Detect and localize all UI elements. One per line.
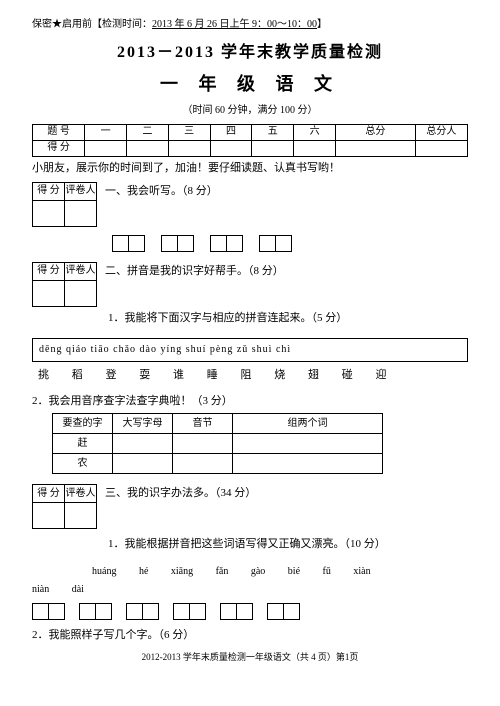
box-group — [161, 235, 194, 252]
lookup-char: 赶 — [53, 434, 113, 454]
blank-cell — [233, 434, 383, 454]
q3-answer-boxes — [32, 603, 468, 620]
box-group — [79, 603, 112, 620]
q2b-title: 2．我会用音序查字法查字典啦！（3 分） — [32, 394, 468, 409]
q2-sub1: 1．我能将下面汉字与相应的拼音连起来。（5 分） — [108, 311, 468, 326]
box-group — [173, 603, 206, 620]
main-title: 2013－2013 学年末教学质量检测 — [32, 42, 468, 64]
page-footer: 2012-2013 学年末质量检测一年级语文（共 4 页）第1页 — [32, 651, 468, 664]
lookup-table: 要查的字 大写字母 音节 组两个词 赶 农 — [52, 413, 383, 474]
hdr-cell: 五 — [252, 124, 294, 140]
hdr-cell: 总分 — [335, 124, 415, 140]
score-header-table: 题 号 一 二 三 四 五 六 总分 总分人 得 分 — [32, 124, 468, 157]
blank-cell — [294, 140, 336, 156]
scorebox-label: 得 分 — [33, 485, 65, 503]
blank-cell — [173, 434, 233, 454]
q3-sub1: 1．我能根据拼音把这些词语写得又正确又漂亮。（10 分） — [108, 537, 468, 552]
timing-line: （时间 60 分钟，满分 100 分） — [32, 104, 468, 118]
q1-title: 一、我会听写。（8 分） — [32, 182, 468, 199]
hdr-cell: 题 号 — [33, 124, 85, 140]
q1-answer-boxes — [112, 235, 468, 252]
q3-pinyin-2: niàn dài — [32, 583, 468, 597]
blank-cell — [85, 140, 127, 156]
blank-cell — [335, 140, 415, 156]
hdr-cell: 四 — [210, 124, 252, 140]
q3-sub2: 2．我能照样子写几个字。（6 分） — [32, 628, 468, 643]
q2-hanzi-row: 挑 稻 登 耍 谁 睡 阻 烧 翅 碰 迎 — [38, 368, 468, 383]
blank-cell — [33, 280, 65, 306]
score-box-1: 得 分评卷人 — [32, 182, 97, 227]
sub-title: 一 年 级 语 文 — [32, 72, 468, 97]
hdr-cell: 六 — [294, 124, 336, 140]
box-group — [210, 235, 243, 252]
hdr-cell: 一 — [85, 124, 127, 140]
blank-cell — [252, 140, 294, 156]
scorebox-label: 评卷人 — [65, 262, 97, 280]
blank-cell — [233, 454, 383, 474]
secret-suffix: 】 — [317, 19, 327, 30]
q2-title: 二、拼音是我的识字好帮手。（8 分） — [32, 262, 468, 279]
section-3: 得 分评卷人 三、我的识字办法多。（34 分） 1．我能根据拼音把这些词语写得又… — [32, 484, 468, 556]
lookup-char: 农 — [53, 454, 113, 474]
scorebox-label: 得 分 — [33, 182, 65, 200]
scorebox-label: 评卷人 — [65, 485, 97, 503]
score-box-2: 得 分评卷人 — [32, 262, 97, 307]
blank-cell — [113, 454, 173, 474]
secret-prefix: 保密★启用前【检测时间： — [32, 19, 152, 30]
blank-cell — [126, 140, 168, 156]
section-1: 得 分评卷人 一、我会听写。（8 分） — [32, 182, 468, 227]
blank-cell — [210, 140, 252, 156]
lookup-hdr: 音节 — [173, 414, 233, 434]
q2-pinyin-box: dēng qiáo tiāo chǎo dào yíng shuí pèng z… — [32, 338, 468, 362]
blank-cell — [33, 200, 65, 226]
box-group — [126, 603, 159, 620]
blank-cell — [113, 434, 173, 454]
box-group — [112, 235, 145, 252]
scorebox-label: 得 分 — [33, 262, 65, 280]
lookup-hdr: 大写字母 — [113, 414, 173, 434]
hdr-cell: 总分人 — [415, 124, 467, 140]
blank-cell — [168, 140, 210, 156]
lookup-hdr: 要查的字 — [53, 414, 113, 434]
scorebox-label: 评卷人 — [65, 182, 97, 200]
q3-title: 三、我的识字办法多。（34 分） — [32, 484, 468, 501]
blank-cell — [173, 454, 233, 474]
intro-text: 小朋友，展示你的时间到了，加油！要仔细读题、认真书写哟！ — [32, 161, 468, 176]
hdr-cell: 三 — [168, 124, 210, 140]
blank-cell — [415, 140, 467, 156]
section-2: 得 分评卷人 二、拼音是我的识字好帮手。（8 分） 1．我能将下面汉字与相应的拼… — [32, 262, 468, 330]
box-group — [32, 603, 65, 620]
q3-pinyin-1: huáng hé xiāng fǎn gào bié fū xiàn — [92, 565, 468, 579]
box-group — [267, 603, 300, 620]
hdr-cell: 二 — [126, 124, 168, 140]
hdr-row2-label: 得 分 — [33, 140, 85, 156]
lookup-hdr: 组两个词 — [233, 414, 383, 434]
blank-cell — [33, 503, 65, 529]
box-group — [259, 235, 292, 252]
box-group — [220, 603, 253, 620]
blank-cell — [65, 503, 97, 529]
blank-cell — [65, 280, 97, 306]
secret-date: 2013 年 6 月 26 日上午 9：00～10：00 — [152, 19, 317, 30]
confidential-header: 保密★启用前【检测时间：2013 年 6 月 26 日上午 9：00～10：00… — [32, 18, 468, 32]
blank-cell — [65, 200, 97, 226]
score-box-3: 得 分评卷人 — [32, 484, 97, 529]
